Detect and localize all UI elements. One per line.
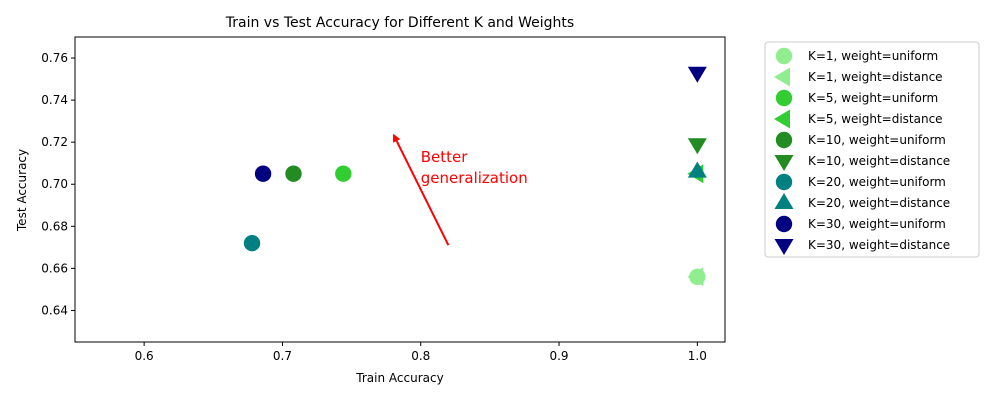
x-tick-label: 0.6: [135, 349, 154, 363]
data-point: [687, 267, 704, 287]
x-axis-label: Train Accuracy: [355, 371, 443, 385]
plot-frame: [74, 36, 726, 343]
annotation-text: Better generalization: [421, 148, 528, 187]
y-tick-label: 0.68: [41, 219, 68, 233]
y-tick-label: 0.72: [41, 135, 68, 149]
legend-entry: K=20, weight=distance: [808, 196, 950, 210]
legend-marker: [774, 155, 794, 171]
data-point: [687, 161, 707, 178]
annotation-arrow-shaft: [395, 140, 450, 246]
data-point: [243, 234, 261, 252]
y-tick-label: 0.74: [41, 93, 68, 107]
x-tick-label: 1.0: [688, 349, 707, 363]
legend-entry: K=1, weight=uniform: [808, 49, 938, 63]
legend-marker: [774, 67, 790, 87]
data-point: [687, 66, 707, 83]
legend: K=1, weight=uniform K=1, weight=distance K…: [764, 41, 980, 258]
annotation-arrow-head: [393, 133, 401, 143]
legend-entry: K=5, weight=uniform: [808, 91, 938, 105]
legend-marker: [775, 131, 793, 149]
data-point: [335, 165, 352, 182]
data-point: [254, 165, 272, 182]
legend-marker: [775, 215, 793, 233]
legend-entry: K=1, weight=distance: [808, 70, 943, 84]
legend-marker: [775, 47, 793, 65]
chart-title: Train vs Test Accuracy for Different K a…: [225, 15, 574, 31]
y-axis-ticks: 0.64 0.66 0.68 0.70 0.72 0.74 0.76: [41, 51, 75, 317]
legend-marker: [774, 239, 794, 255]
legend-entry: K=10, weight=uniform: [808, 133, 946, 147]
plot-area: [243, 66, 707, 287]
legend-marker: [774, 109, 790, 129]
legend-entry: K=20, weight=uniform: [808, 175, 946, 189]
legend-marker: [774, 193, 794, 209]
y-tick-label: 0.66: [41, 261, 68, 275]
y-axis-label: Test Accuracy: [15, 149, 29, 232]
legend-marker: [775, 89, 793, 107]
x-tick-label: 0.9: [549, 349, 568, 363]
x-tick-label: 0.8: [411, 349, 430, 363]
y-tick-label: 0.70: [41, 177, 68, 191]
legend-entry: K=5, weight=distance: [808, 112, 943, 126]
legend-entry: K=10, weight=distance: [808, 154, 950, 168]
y-tick-label: 0.76: [41, 51, 68, 65]
legend-frame: [764, 41, 980, 258]
legend-entry: K=30, weight=distance: [808, 238, 950, 252]
x-axis-ticks: 0.6 0.7 0.8 0.9 1.0: [135, 342, 707, 363]
data-point: [285, 165, 302, 182]
legend-marker: [775, 173, 793, 191]
x-tick-label: 0.7: [273, 349, 292, 363]
legend-entry: K=30, weight=uniform: [808, 217, 946, 231]
data-point: [687, 138, 707, 155]
y-tick-label: 0.64: [41, 303, 68, 317]
annotation: Better generalization: [393, 133, 528, 246]
